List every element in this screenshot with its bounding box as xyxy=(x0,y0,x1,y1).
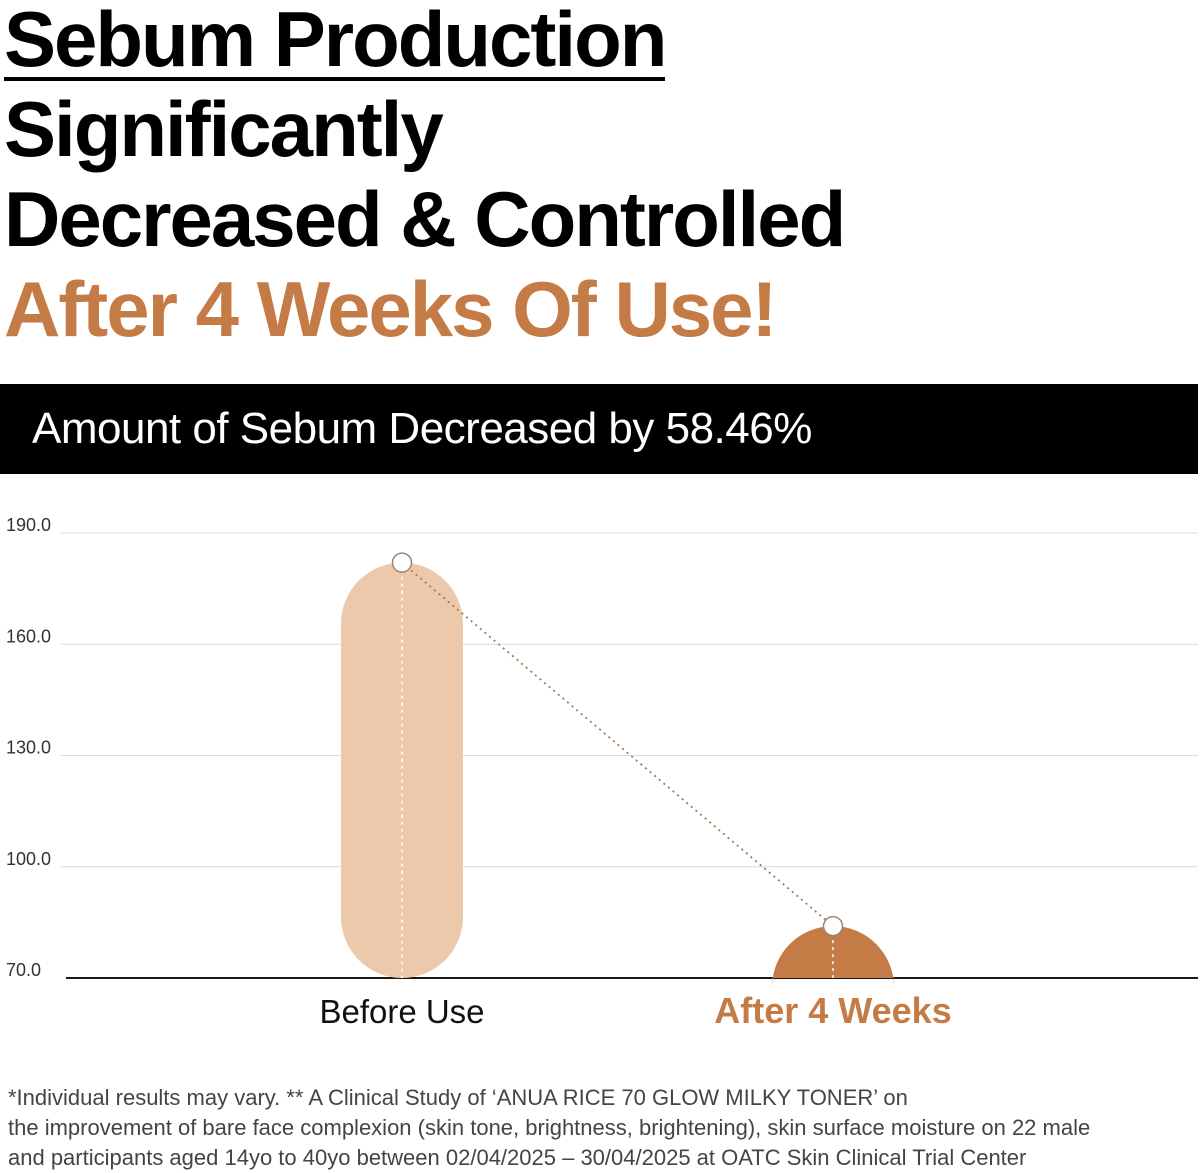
x-label-after-4-weeks: After 4 Weeks xyxy=(714,990,951,1031)
headline: Sebum Production Significantly Decreased… xyxy=(4,0,846,354)
sebum-bar-chart: 190.0 160.0 130.0 100.0 70.0 Before Use After… xyxy=(6,515,1198,1031)
footnote-line-1: *Individual results may vary. ** A Clini… xyxy=(8,1085,908,1110)
bar-before-use xyxy=(341,562,463,978)
y-axis-ticks: 190.0 160.0 130.0 100.0 70.0 xyxy=(6,515,51,980)
y-tick-label: 70.0 xyxy=(6,960,41,980)
y-tick-label: 100.0 xyxy=(6,849,51,869)
headline-line-2: Significantly xyxy=(4,85,444,173)
footnote-line-3: and participants aged 14yo to 40yo betwe… xyxy=(8,1145,1027,1170)
result-banner: Amount of Sebum Decreased by 58.46% xyxy=(0,384,1198,474)
data-point-after-4-weeks xyxy=(822,915,844,937)
headline-line-1: Sebum Production xyxy=(4,0,667,83)
x-axis-labels: Before Use After 4 Weeks xyxy=(319,990,951,1031)
x-label-before-use: Before Use xyxy=(319,993,484,1030)
data-point-before-use xyxy=(391,552,413,573)
y-tick-label: 160.0 xyxy=(6,626,51,646)
y-tick-label: 190.0 xyxy=(6,515,51,535)
gridlines xyxy=(60,532,1198,979)
trend-connector-line xyxy=(401,561,834,927)
bars xyxy=(341,552,894,988)
headline-line-3: Decreased & Controlled xyxy=(4,175,846,263)
disclaimer-footnote: *Individual results may vary. ** A Clini… xyxy=(8,1083,1198,1173)
banner-text: Amount of Sebum Decreased by 58.46% xyxy=(32,404,812,453)
y-tick-label: 130.0 xyxy=(6,738,51,758)
headline-line-4: After 4 Weeks Of Use! xyxy=(4,265,778,353)
footnote-line-2: the improvement of bare face complexion … xyxy=(8,1115,1091,1140)
